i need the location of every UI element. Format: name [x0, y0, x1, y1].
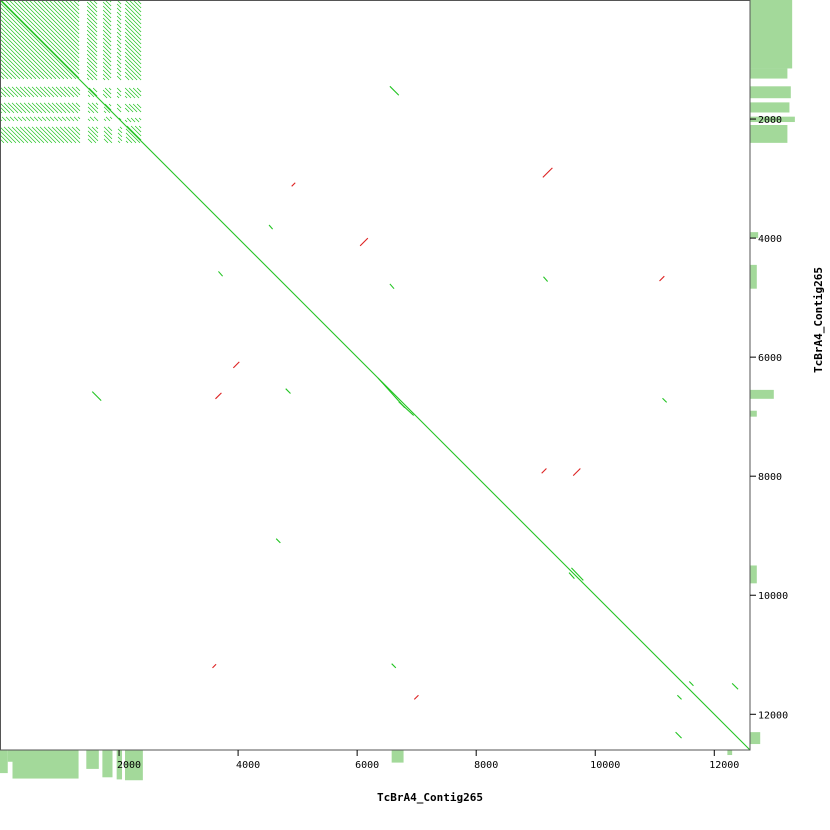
y-coverage-track — [750, 0, 795, 745]
forward-segment — [389, 283, 395, 290]
y-coverage-bar — [750, 565, 757, 584]
forward-segment — [275, 538, 281, 544]
x-tick-label: 6000 — [355, 760, 379, 771]
y-tick-label: 10000 — [758, 591, 788, 602]
forward-segment — [391, 663, 397, 669]
y-coverage-bar — [750, 68, 788, 79]
forward-segment — [676, 694, 682, 700]
forward-segment — [571, 567, 584, 581]
forward-alignments — [0, 0, 751, 751]
reverse-segment — [541, 468, 547, 474]
forward-segment — [675, 731, 682, 739]
reverse-alignments — [212, 167, 665, 700]
forward-segment — [543, 276, 549, 282]
x-coverage-bar — [102, 750, 113, 778]
x-coverage-bar — [12, 750, 79, 779]
reverse-segment — [212, 663, 217, 669]
y-coverage-bar — [750, 125, 788, 143]
y-tick-label: 4000 — [758, 234, 782, 245]
x-tick-label: 12000 — [709, 760, 739, 771]
repeat-block-layer — [0, 0, 142, 144]
forward-segment — [91, 391, 102, 401]
y-tick-label: 8000 — [758, 472, 782, 483]
x-coverage-bar — [0, 750, 8, 774]
y-tick-label: 2000 — [758, 115, 782, 126]
y-coverage-bar — [750, 389, 774, 399]
y-coverage-bar — [750, 232, 759, 239]
x-tick-label: 10000 — [590, 760, 620, 771]
reverse-segment — [232, 361, 240, 369]
y-coverage-bar — [750, 116, 795, 123]
reverse-segment — [659, 275, 665, 282]
y-coverage-bar — [750, 86, 791, 99]
y-coverage-bar — [750, 410, 757, 417]
y-coverage-bar — [750, 264, 757, 289]
reverse-segment — [215, 392, 222, 400]
x-coverage-bar — [727, 750, 733, 756]
forward-segment — [389, 85, 400, 96]
forward-segment — [662, 397, 668, 403]
x-coverage-bar — [86, 750, 99, 769]
x-coverage-track — [0, 750, 733, 781]
repeat-block-hatching — [0, 0, 142, 144]
reverse-segment — [572, 468, 581, 476]
forward-segment — [285, 388, 291, 394]
x-coverage-bar — [7, 750, 13, 762]
forward-segment — [0, 0, 751, 751]
y-tick-label: 6000 — [758, 353, 782, 364]
y-coverage-bar — [750, 732, 761, 745]
plot-frame — [0, 0, 751, 751]
forward-segment — [688, 681, 694, 687]
x-coverage-bar — [391, 750, 404, 763]
x-tick-label: 4000 — [236, 760, 260, 771]
y-tick-label: 12000 — [758, 710, 788, 721]
x-axis-title: TcBrA4_Contig265 — [377, 791, 483, 804]
y-axis-ticks: 2000 4000 6000 8000 10000 12000 — [750, 115, 788, 721]
forward-segment — [218, 271, 224, 277]
y-axis-title: TcBrA4_Contig265 — [812, 267, 825, 373]
reverse-segment — [359, 237, 369, 247]
y-coverage-bar — [750, 0, 793, 69]
forward-segment — [398, 401, 415, 416]
x-coverage-bar — [125, 750, 143, 781]
forward-segment — [731, 682, 739, 690]
reverse-segment — [542, 167, 553, 178]
x-coverage-bar — [116, 750, 123, 780]
x-axis-ticks: 2000 4000 6000 8000 10000 12000 — [117, 750, 739, 771]
x-tick-label: 2000 — [117, 760, 141, 771]
forward-segment — [568, 572, 575, 579]
reverse-segment — [413, 694, 419, 700]
reverse-segment — [291, 182, 296, 187]
y-coverage-bar — [750, 102, 790, 113]
x-tick-label: 8000 — [474, 760, 498, 771]
forward-segment — [268, 224, 274, 230]
